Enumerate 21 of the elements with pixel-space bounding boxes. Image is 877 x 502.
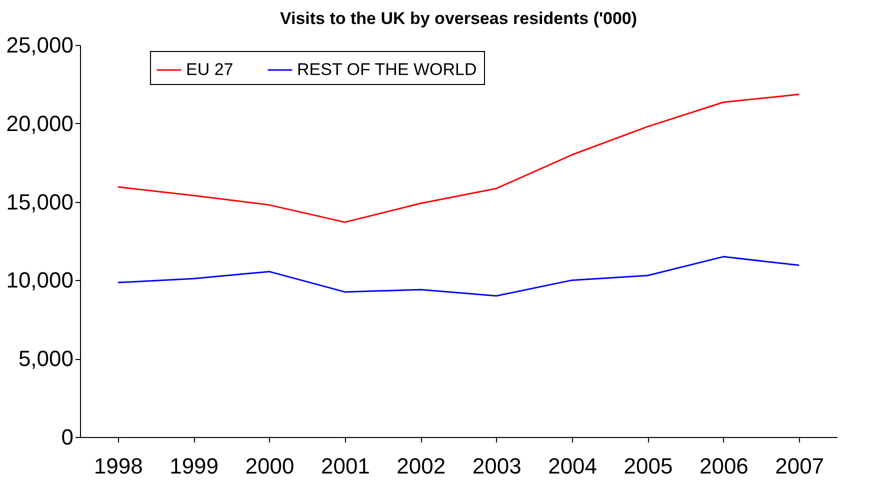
- y-tick-label: 0: [61, 424, 74, 450]
- legend-label: REST OF THE WORLD: [297, 60, 477, 79]
- y-tick-label: 25,000: [6, 32, 74, 58]
- line-series: [117, 256, 800, 297]
- x-tick-label: 2004: [548, 454, 598, 478]
- chart-title: Visits to the UK by overseas residents ('000): [280, 9, 638, 28]
- legend-label: EU 27: [186, 60, 234, 79]
- x-tick-label: 2001: [320, 454, 370, 478]
- x-tick-label: 1999: [170, 454, 219, 478]
- y-tick-label: 10,000: [6, 268, 74, 293]
- x-tick-label: 2006: [699, 454, 748, 478]
- line-series: [117, 94, 800, 223]
- x-tick-label: 2003: [472, 454, 522, 478]
- x-tick-label: 1998: [94, 454, 143, 478]
- y-tick-label: 20,000: [6, 110, 74, 136]
- y-tick-label: 15,000: [6, 189, 74, 214]
- y-tick-label: 5,000: [18, 346, 74, 372]
- x-tick-label: 2005: [624, 454, 673, 478]
- x-tick-label: 2007: [775, 454, 824, 478]
- x-tick-label: 2000: [245, 454, 294, 478]
- x-tick-label: 2002: [396, 454, 446, 478]
